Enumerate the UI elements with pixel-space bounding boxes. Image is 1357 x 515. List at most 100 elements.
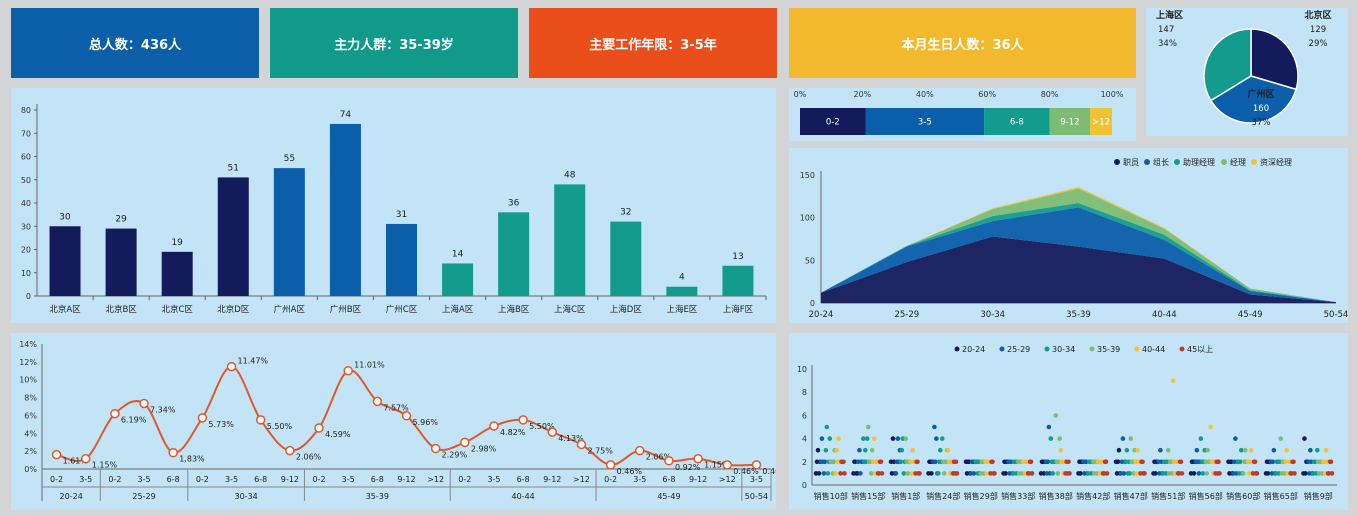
stack-segment-label: 6-8: [1010, 118, 1024, 128]
line-x-tick-tenure: 9-12: [543, 475, 561, 484]
area-x-tick: 35-39: [1066, 310, 1091, 320]
scatter-point: [838, 471, 843, 476]
bar: [666, 286, 698, 296]
area-x-tick: 45-49: [1238, 310, 1263, 320]
line-data-label: 11.47%: [238, 357, 269, 366]
scatter-point: [858, 471, 863, 476]
scatter-point: [953, 459, 959, 465]
scatter-point: [1242, 447, 1248, 453]
scatter-point: [1252, 459, 1258, 465]
line-data-label: 5.73%: [208, 420, 234, 429]
bar-data-label: 14: [452, 249, 464, 259]
scatter-point: [971, 471, 977, 476]
area-x-tick: 20-24: [809, 310, 834, 320]
kpi-birthdays: 本月生日人数：36人: [789, 8, 1136, 78]
scatter-point: [1048, 436, 1054, 441]
line-x-tick-tenure: 3-5: [138, 475, 151, 484]
line-x-tick-tenure: >12: [719, 475, 736, 484]
scatter-y-tick: 2: [802, 458, 807, 467]
bar-data-label: 55: [284, 154, 295, 164]
line-point: [693, 453, 703, 464]
bar-y-tick: 70: [21, 129, 31, 138]
area-legend-marker: [1144, 159, 1150, 165]
bar-panel: 0 10 20 30 40 50 60 70 80 30 北京A区 29 北京B区 19 北京C区 51 北京D…: [11, 88, 776, 323]
kpi-main-tenure-label: 主要工作年限：3-5年: [589, 37, 717, 53]
line-data-label: 2.29%: [442, 451, 468, 460]
scatter-point: [1254, 471, 1260, 476]
bar-x-tick: 上海E区: [666, 304, 697, 315]
scatter-point: [1115, 459, 1121, 465]
area-y-tick: 50: [805, 256, 815, 265]
line-data-label: 5.50%: [529, 422, 555, 431]
scatter-legend-label: 35-39: [1097, 345, 1120, 354]
scatter-x-tick: 销售42部: [1076, 491, 1110, 501]
scatter-point: [1240, 471, 1246, 476]
line-point: [401, 411, 412, 421]
pie-label-value: 160: [1253, 104, 1269, 114]
stack-x-tick: 60%: [978, 90, 996, 99]
bar-y-tick: 30: [21, 222, 31, 231]
area-y-tick: 150: [800, 171, 815, 180]
line-data-label: 1.15%: [92, 461, 118, 470]
scatter-point: [1314, 447, 1320, 453]
scatter-point: [863, 447, 868, 453]
line-x-tick-age: 45-49: [657, 492, 680, 501]
scatter-y-tick: 8: [802, 388, 807, 397]
line-point: [430, 443, 441, 454]
tenure-stacked-bar: 0% 20% 40% 60% 80% 100% 0-2 3-5 6-8 9-12 >12: [794, 90, 1124, 135]
scatter-point: [831, 459, 836, 465]
scatter-point: [833, 471, 838, 476]
line-point: [255, 415, 266, 425]
scatter-legend-marker: [1044, 346, 1050, 352]
scatter-point: [1116, 447, 1122, 453]
scatter-point: [1278, 436, 1284, 441]
scatter-x-tick: 销售15部: [851, 491, 885, 501]
stack-segment: [800, 108, 866, 135]
line-point: [226, 361, 237, 372]
bar-data-label: 32: [620, 208, 631, 218]
scatter-x-tick: 销售38部: [1039, 491, 1073, 501]
kpi-total-label: 总人数：436人: [88, 37, 182, 53]
bar-data-label: 29: [115, 215, 127, 225]
line-y-tick: 12%: [19, 358, 37, 367]
line-data-label: 0.46%: [762, 467, 776, 476]
line-point: [285, 445, 295, 456]
bar-y-tick: 10: [21, 269, 31, 278]
scatter-point: [1196, 471, 1202, 476]
scatter-point: [1271, 447, 1277, 453]
pie-label-pct: 37%: [1252, 118, 1271, 128]
line-x-tick-tenure: 3-5: [342, 475, 355, 484]
scatter-point: [1053, 413, 1059, 418]
line-x-tick-tenure: 9-12: [689, 475, 707, 484]
line-x-tick-tenure: 0-2: [458, 475, 471, 484]
scatter-point: [1216, 459, 1221, 465]
scatter-y-tick: 6: [802, 411, 807, 420]
scatter-point: [990, 459, 995, 465]
line-data-label: 7.57%: [383, 403, 409, 412]
scatter-point: [1158, 447, 1163, 453]
area-legend-marker: [1174, 159, 1180, 165]
scatter-point: [941, 471, 947, 476]
line-x-tick-tenure: 6-8: [662, 475, 675, 484]
line-x-tick-age: 20-24: [60, 492, 83, 501]
bar-data-label: 74: [340, 110, 352, 120]
line-y-tick: 14%: [19, 340, 37, 349]
scatter-point: [1205, 447, 1211, 453]
stack-segment-label: 9-12: [1060, 118, 1079, 128]
scatter-point: [910, 447, 915, 453]
pie-panel: 北京区 129 29% 广州区 160 37% 上海区 147 34%: [1146, 8, 1348, 136]
line-data-label: 0.92%: [675, 463, 701, 472]
scatter-point: [938, 447, 943, 453]
pie-label-name: 广州区: [1247, 88, 1274, 100]
pie-label-pct: 29%: [1309, 39, 1328, 49]
area-legend-label: 助理经理: [1183, 157, 1215, 167]
bar: [386, 223, 417, 296]
line-x-tick-tenure: 0-2: [196, 475, 209, 484]
bar-data-label: 51: [228, 163, 239, 173]
line-y-tick: 4%: [24, 429, 37, 438]
area-legend-label: 组长: [1153, 157, 1169, 167]
scatter-point: [1284, 447, 1289, 453]
scatter-point: [857, 447, 862, 453]
scatter-point: [841, 459, 846, 465]
bar: [217, 177, 249, 296]
